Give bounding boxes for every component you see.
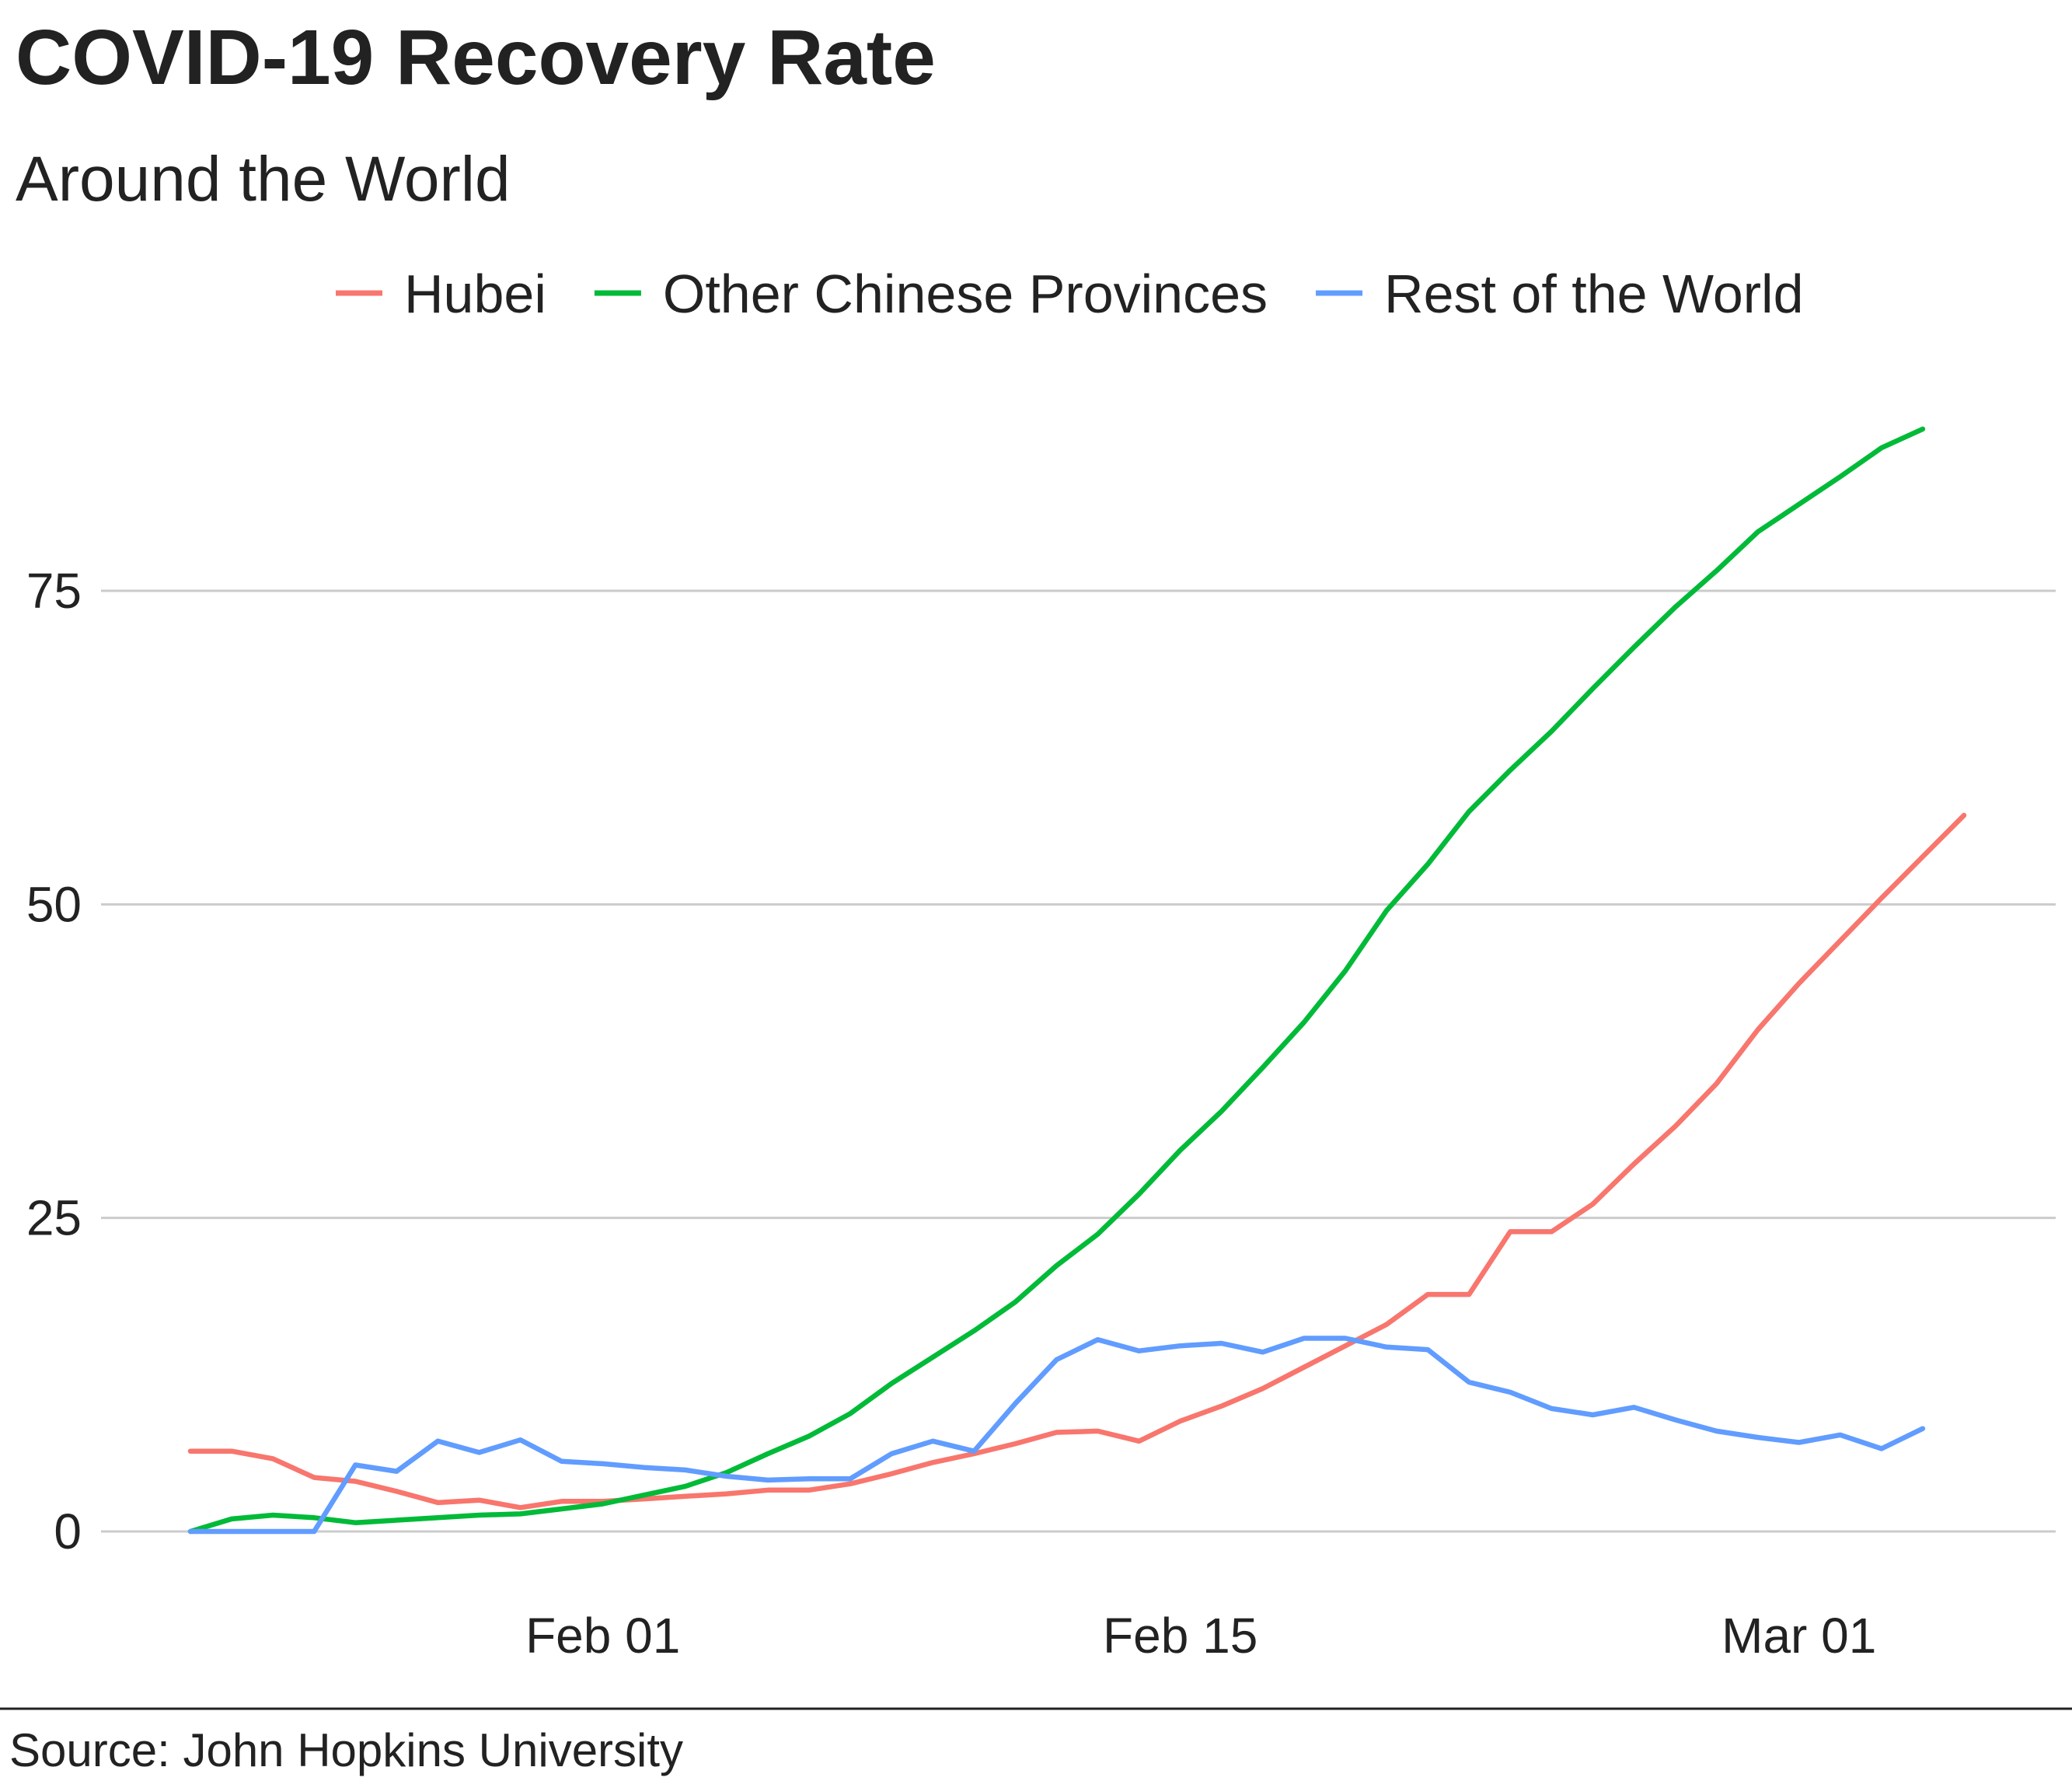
y-tick-label-25: 25	[26, 1190, 82, 1246]
y-tick-label-50: 50	[26, 876, 82, 932]
source-caption: Source: John Hopkins University	[9, 1724, 683, 1776]
y-tick-label-75: 75	[26, 563, 82, 619]
series-line-rest-of-the-world	[187, 1336, 1926, 1535]
series-line-hubei	[187, 812, 1967, 1510]
y-axis-tick-labels: 0 25 50 75	[26, 563, 82, 1559]
legend-label-rest-of-the-world: Rest of the World	[1384, 264, 1804, 324]
legend: Hubei Other Chinese Provinces Rest of the …	[336, 264, 1804, 324]
chart-title: COVID-19 Recovery Rate	[16, 14, 936, 101]
legend-label-hubei: Hubei	[404, 264, 546, 324]
y-tick-label-0: 0	[54, 1503, 82, 1559]
x-tick-label-feb-15: Feb 15	[1103, 1608, 1258, 1664]
series-lines	[187, 426, 1967, 1535]
x-tick-label-feb-01: Feb 01	[525, 1608, 680, 1664]
x-tick-label-mar-01: Mar 01	[1721, 1608, 1876, 1664]
x-axis-tick-labels: Feb 01 Feb 15 Mar 01	[525, 1608, 1876, 1664]
y-gridlines	[101, 589, 2056, 1533]
chart-subtitle: Around the World	[16, 144, 511, 215]
legend-label-other-chinese-provinces: Other Chinese Provinces	[663, 264, 1268, 324]
series-line-other-chinese-provinces	[187, 426, 1926, 1535]
